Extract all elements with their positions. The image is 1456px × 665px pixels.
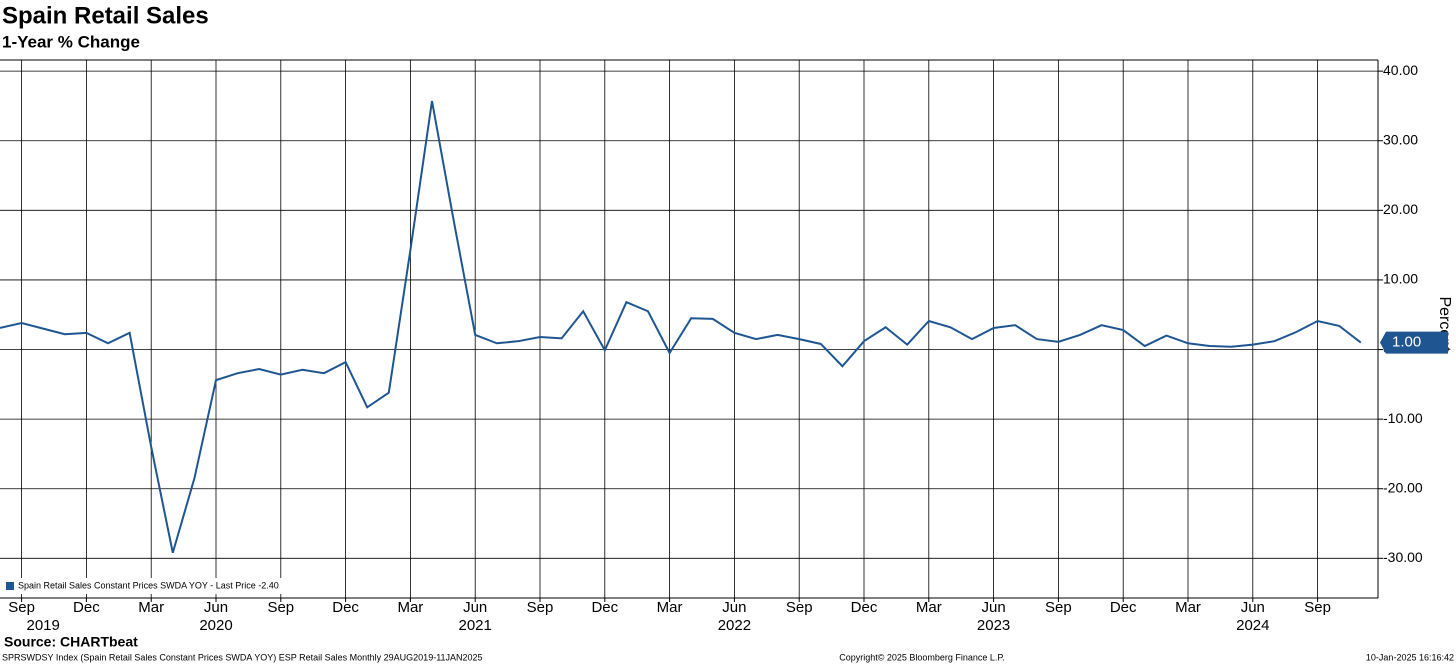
y-tick-label: 20.00 (1383, 201, 1418, 217)
data-line (0, 100, 1362, 554)
y-tick-label: 30.00 (1383, 131, 1418, 147)
y-tick-label: -10.00 (1383, 410, 1423, 426)
source: Source: CHARTbeat (4, 634, 138, 650)
x-tick-label: Sep (1304, 599, 1331, 616)
x-year-label: 2024 (1236, 617, 1269, 634)
x-year-label: 2021 (459, 617, 492, 634)
y-tick-label: 10.00 (1383, 271, 1418, 287)
x-tick-label: Jun (204, 599, 228, 616)
x-tick-label: Sep (527, 599, 554, 616)
y-tick-label: -30.00 (1383, 549, 1423, 565)
x-tick-label: Sep (786, 599, 813, 616)
footer-left: SPRSWDSY Index (Spain Retail Sales Const… (2, 652, 483, 662)
y-tick-label: -20.00 (1383, 479, 1423, 495)
x-tick-label: Mar (1175, 599, 1201, 616)
x-tick-label: Jun (982, 599, 1006, 616)
x-year-label: 2023 (977, 617, 1010, 634)
x-year-label: 2022 (718, 617, 751, 634)
x-tick-label: Dec (332, 599, 359, 616)
legend-label: Spain Retail Sales Constant Prices SWDA … (18, 580, 279, 590)
x-tick-label: Dec (1110, 599, 1137, 616)
y-tick-label: 40.00 (1383, 62, 1418, 78)
footer-center: Copyright© 2025 Bloomberg Finance L.P. (839, 652, 1005, 662)
value-label-box (1380, 331, 1448, 354)
x-tick-label: Mar (916, 599, 942, 616)
value-label: 1.00 (1392, 334, 1421, 351)
x-year-label: 2019 (27, 617, 60, 634)
x-tick-label: Jun (1241, 599, 1265, 616)
x-tick-label: Sep (267, 599, 294, 616)
x-year-label: 2020 (199, 617, 232, 634)
x-tick-label: Sep (1045, 599, 1072, 616)
x-tick-label: Jun (463, 599, 487, 616)
chart-subtitle: 1-Year % Change (2, 32, 140, 51)
legend-swatch (6, 582, 14, 590)
x-tick-label: Mar (138, 599, 164, 616)
x-tick-label: Mar (657, 599, 683, 616)
x-tick-label: Sep (8, 599, 35, 616)
legend-bg (16, 578, 301, 594)
x-tick-label: Dec (73, 599, 100, 616)
x-tick-label: Dec (851, 599, 878, 616)
footer-right: 10-Jan-2025 16:16:42 (1366, 652, 1454, 662)
chart-title: Spain Retail Sales (2, 2, 209, 29)
x-tick-label: Jun (722, 599, 746, 616)
x-tick-label: Dec (591, 599, 618, 616)
x-tick-label: Mar (397, 599, 423, 616)
